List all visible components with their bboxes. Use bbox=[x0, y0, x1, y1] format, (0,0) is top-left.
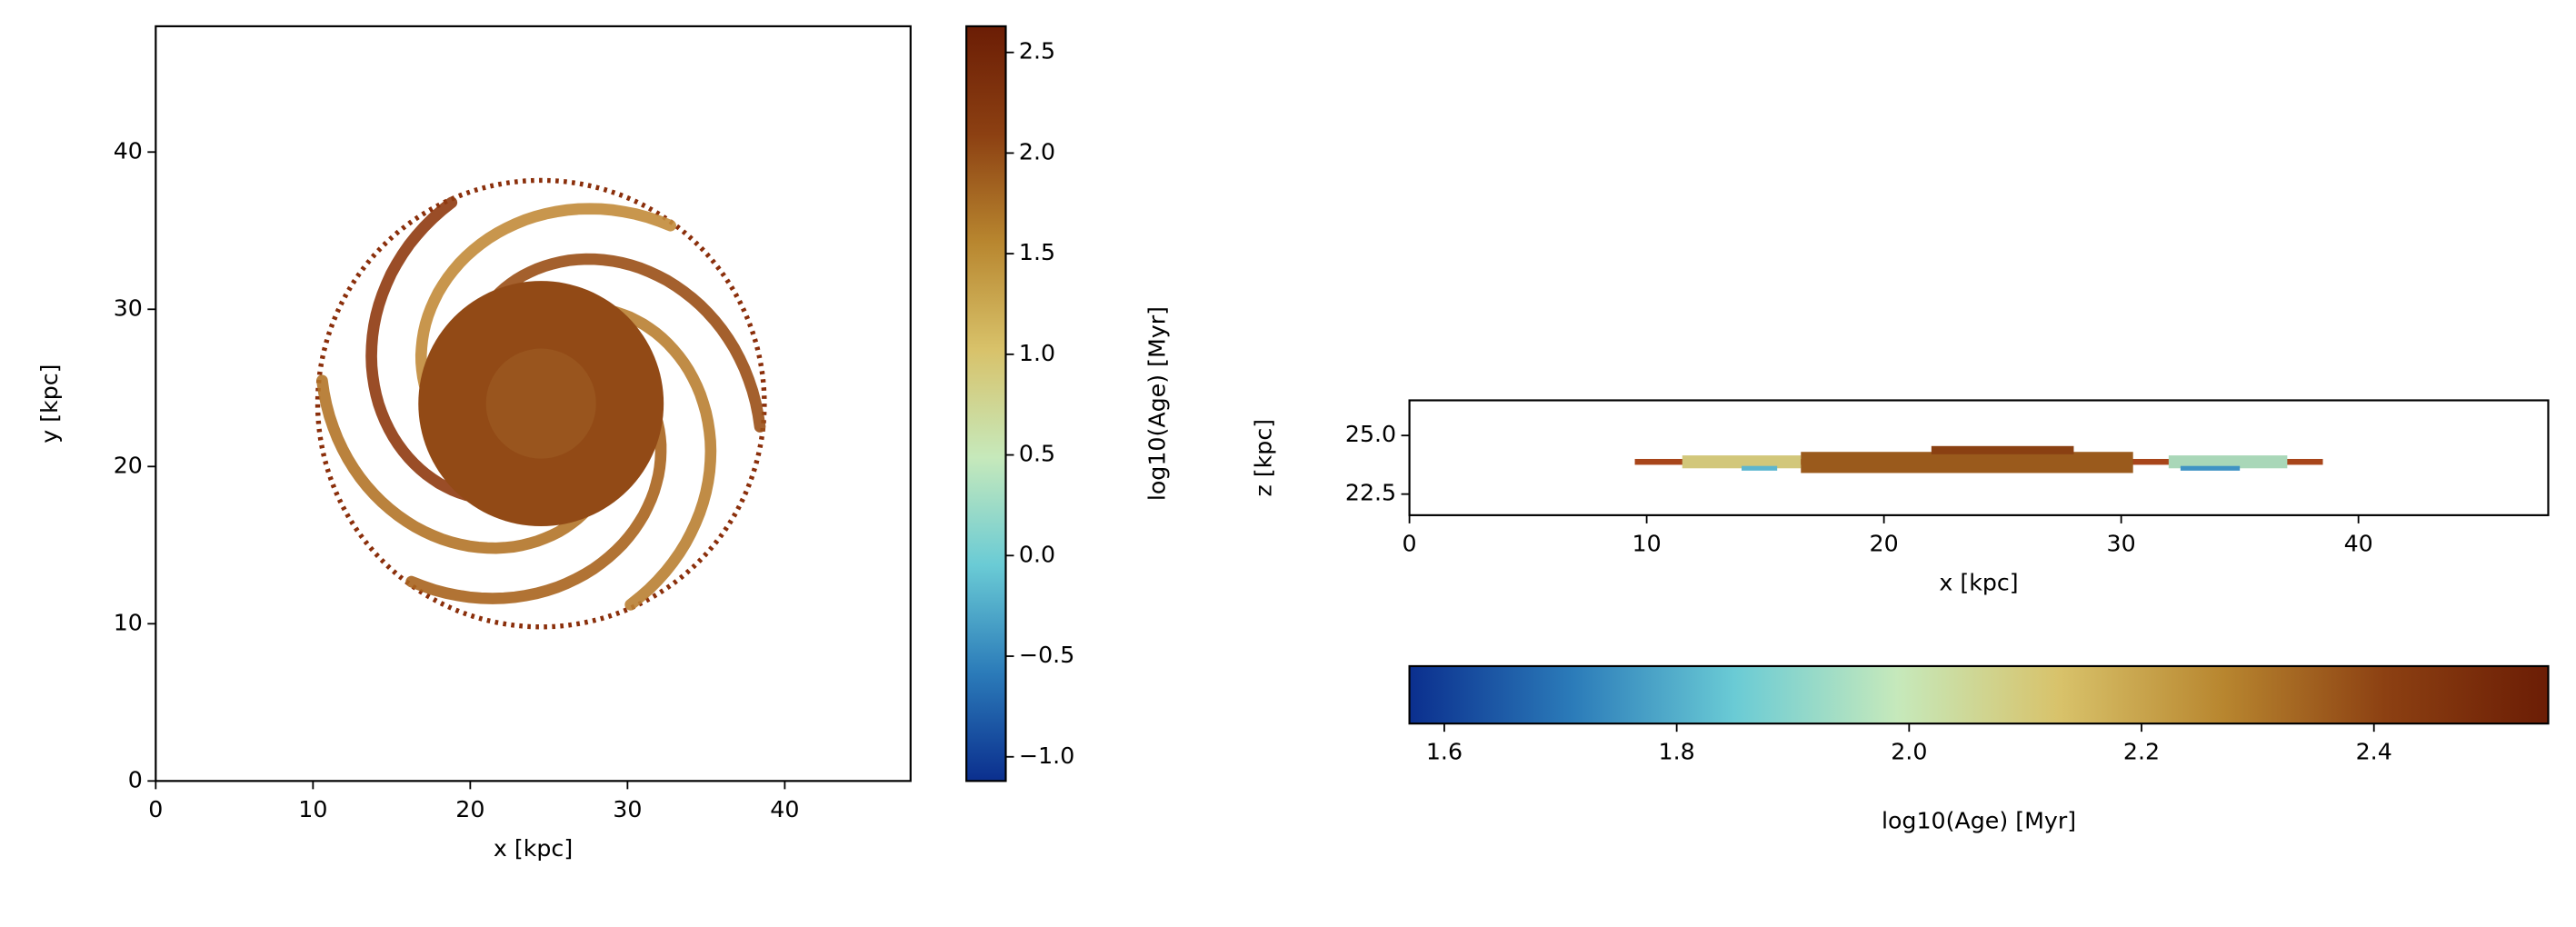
colorbar-label: log10(Age) [Myr] bbox=[1143, 306, 1170, 501]
x-tick-label: 40 bbox=[2344, 530, 2373, 556]
y-tick-label: 10 bbox=[114, 609, 143, 635]
x-tick-label: 30 bbox=[2107, 530, 2136, 556]
y-tick-label: 25.0 bbox=[1345, 421, 1396, 447]
colorbar-tick-label: −0.5 bbox=[1019, 642, 1074, 668]
spiral-arm bbox=[365, 196, 493, 505]
disk-young bbox=[1742, 465, 1778, 471]
spiral-arm bbox=[480, 253, 766, 433]
colorbar-tick-label: −1.0 bbox=[1019, 743, 1074, 769]
x-tick-label: 30 bbox=[613, 796, 642, 822]
y-tick-label: 40 bbox=[114, 137, 143, 164]
x-tick-label: 10 bbox=[298, 796, 327, 822]
colorbar-tick-label: 1.8 bbox=[1659, 739, 1695, 765]
colorbar bbox=[966, 25, 1006, 782]
galaxy-center bbox=[485, 348, 596, 459]
y-tick-label: 30 bbox=[114, 294, 143, 321]
disk-young bbox=[2180, 465, 2241, 471]
colorbar-tick-label: 2.0 bbox=[1891, 739, 1927, 765]
x-tick-label: 0 bbox=[148, 796, 163, 822]
disk-core bbox=[1801, 452, 2133, 473]
y-tick-label: 0 bbox=[128, 766, 143, 792]
spiral-arm bbox=[590, 302, 717, 611]
x-tick-label: 10 bbox=[1632, 530, 1662, 556]
colorbar-frame bbox=[1408, 664, 2550, 725]
disk-core bbox=[1931, 445, 2074, 454]
image-layer bbox=[315, 177, 767, 630]
disk-young bbox=[1682, 455, 1802, 469]
colorbar-frame bbox=[965, 25, 1007, 782]
x-tick-label: 0 bbox=[1403, 530, 1417, 556]
colorbar-tick-label: 0.5 bbox=[1019, 441, 1055, 467]
x-axis-label: x [kpc] bbox=[1939, 570, 2018, 596]
x-tick-label: 40 bbox=[770, 796, 799, 822]
colorbar-tick-label: 1.5 bbox=[1019, 239, 1055, 265]
axes-frame bbox=[1408, 399, 2550, 516]
colorbar-label: log10(Age) [Myr] bbox=[1882, 807, 2076, 833]
colorbar-tick-label: 2.2 bbox=[2123, 739, 2160, 765]
spiral-arm bbox=[414, 203, 676, 410]
colorbar-tick-label: 2.0 bbox=[1019, 138, 1055, 164]
y-axis-label: z [kpc] bbox=[1251, 419, 1277, 497]
colorbar-tick-label: 0.0 bbox=[1019, 541, 1055, 567]
y-tick-label: 22.5 bbox=[1345, 480, 1396, 506]
image-layer bbox=[1634, 445, 2323, 473]
colorbar bbox=[1409, 665, 2549, 724]
x-tick-label: 20 bbox=[455, 796, 484, 822]
colorbar-tick-label: 1.0 bbox=[1019, 340, 1055, 366]
y-tick-label: 20 bbox=[114, 452, 143, 478]
x-tick-label: 20 bbox=[1870, 530, 1899, 556]
disk-young bbox=[2168, 455, 2288, 469]
outer-halo bbox=[315, 177, 767, 630]
x-axis-label: x [kpc] bbox=[494, 835, 573, 862]
spiral-arm bbox=[405, 397, 667, 604]
y-axis-label: y [kpc] bbox=[36, 364, 63, 443]
colorbar-tick-label: 1.6 bbox=[1426, 739, 1463, 765]
axes-frame bbox=[155, 25, 912, 782]
spiral-arm bbox=[316, 374, 603, 554]
colorbar-tick-label: 2.5 bbox=[1019, 38, 1055, 65]
colorbar-tick-label: 2.4 bbox=[2356, 739, 2392, 765]
